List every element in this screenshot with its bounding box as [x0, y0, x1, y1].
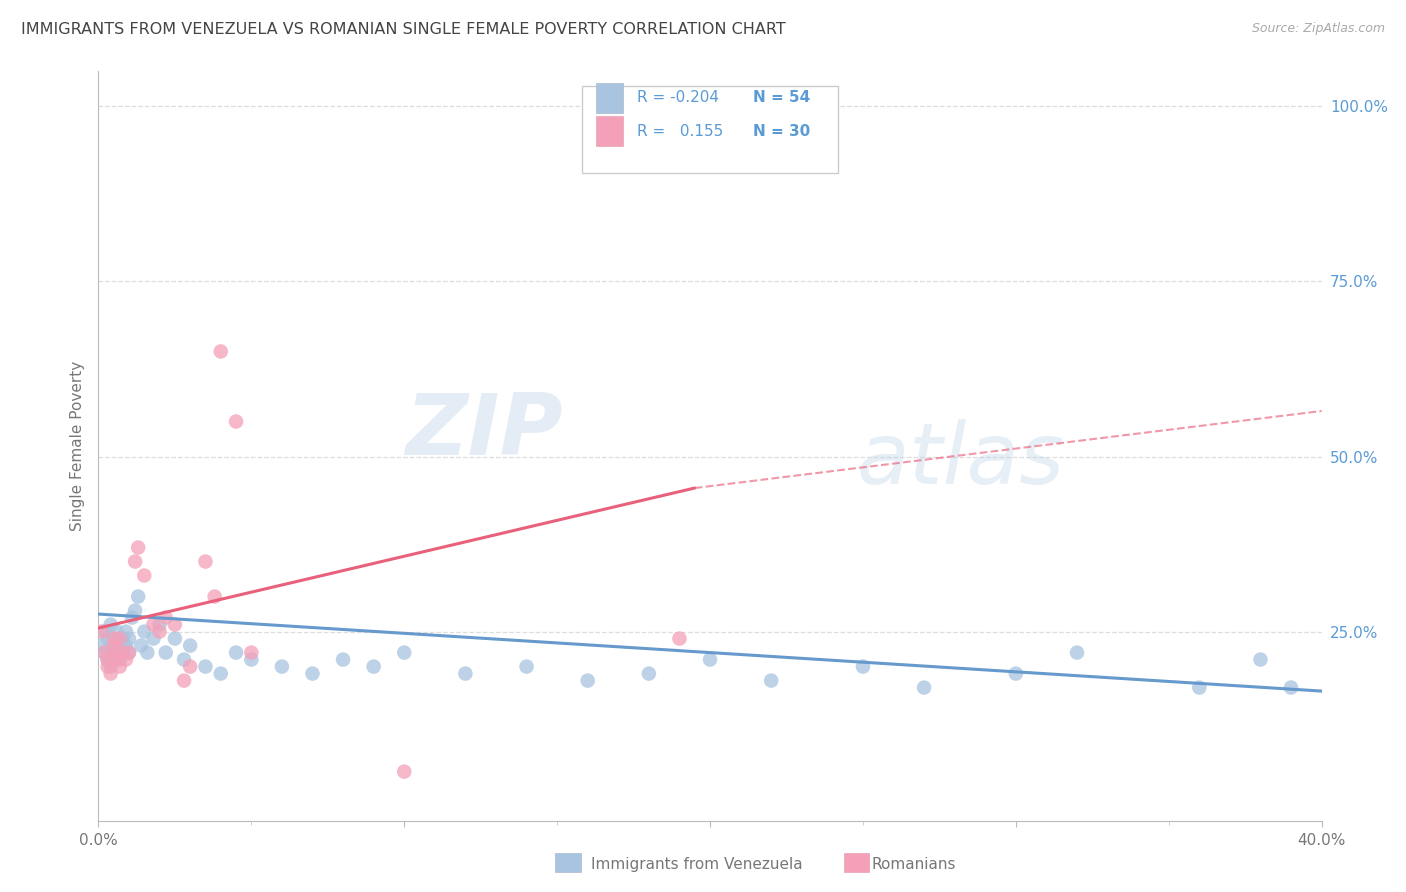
Point	[225, 415, 247, 429]
Point	[852, 659, 875, 673]
Point	[270, 659, 292, 673]
Point	[204, 590, 226, 604]
Point	[111, 646, 134, 660]
Point	[97, 652, 120, 666]
Point	[209, 344, 232, 359]
Point	[97, 659, 120, 673]
Point	[1066, 646, 1088, 660]
Point	[240, 652, 263, 666]
Point	[576, 673, 599, 688]
Point	[118, 646, 141, 660]
Point	[699, 652, 721, 666]
Text: Immigrants from Venezuela: Immigrants from Venezuela	[591, 857, 803, 872]
Point	[149, 617, 172, 632]
Point	[127, 590, 149, 604]
Text: Source: ZipAtlas.com: Source: ZipAtlas.com	[1251, 22, 1385, 36]
Point	[759, 673, 782, 688]
Point	[121, 610, 143, 624]
Point	[134, 568, 156, 582]
Text: ZIP: ZIP	[405, 390, 564, 473]
Point	[97, 652, 120, 666]
Point	[179, 639, 201, 653]
Point	[100, 617, 122, 632]
Point	[118, 646, 141, 660]
Point	[516, 659, 538, 673]
Point	[90, 624, 112, 639]
Point	[142, 617, 165, 632]
Point	[115, 652, 138, 666]
Point	[149, 624, 172, 639]
Point	[93, 646, 115, 660]
Point	[111, 632, 134, 646]
Point	[1249, 652, 1271, 666]
Text: R =   0.155: R = 0.155	[637, 124, 723, 139]
Text: IMMIGRANTS FROM VENEZUELA VS ROMANIAN SINGLE FEMALE POVERTY CORRELATION CHART: IMMIGRANTS FROM VENEZUELA VS ROMANIAN SI…	[21, 22, 786, 37]
Point	[108, 632, 131, 646]
Point	[115, 624, 138, 639]
Point	[124, 555, 146, 569]
Point	[163, 617, 186, 632]
Point	[103, 639, 125, 653]
Point	[173, 652, 195, 666]
Text: Romanians: Romanians	[872, 857, 956, 872]
Point	[103, 632, 125, 646]
Point	[105, 646, 128, 660]
Y-axis label: Single Female Poverty: Single Female Poverty	[70, 361, 86, 531]
Text: N = 30: N = 30	[752, 124, 810, 139]
Point	[668, 632, 690, 646]
Point	[392, 646, 416, 660]
Point	[332, 652, 354, 666]
Text: atlas: atlas	[856, 419, 1064, 502]
Point	[155, 610, 177, 624]
Point	[97, 632, 120, 646]
Point	[1004, 666, 1026, 681]
Point	[129, 639, 152, 653]
Point	[363, 659, 385, 673]
Point	[105, 624, 128, 639]
Point	[194, 555, 217, 569]
Point	[194, 659, 217, 673]
Point	[105, 646, 128, 660]
Point	[115, 639, 138, 653]
Point	[225, 646, 247, 660]
Point	[100, 659, 122, 673]
Point	[1279, 681, 1302, 695]
Point	[912, 681, 935, 695]
Point	[1188, 681, 1211, 695]
Point	[100, 666, 122, 681]
Point	[108, 652, 131, 666]
Point	[93, 624, 115, 639]
Point	[301, 666, 323, 681]
Text: N = 54: N = 54	[752, 90, 810, 105]
Point	[637, 666, 661, 681]
Bar	[596, 83, 623, 112]
Point	[103, 632, 125, 646]
Point	[163, 632, 186, 646]
Point	[118, 632, 141, 646]
Point	[103, 646, 125, 660]
Point	[392, 764, 416, 779]
Point	[240, 646, 263, 660]
Bar	[596, 116, 623, 146]
Point	[93, 646, 115, 660]
Point	[173, 673, 195, 688]
Point	[209, 666, 232, 681]
Point	[111, 646, 134, 660]
Text: R = -0.204: R = -0.204	[637, 90, 718, 105]
Point	[155, 646, 177, 660]
Point	[179, 659, 201, 673]
Point	[454, 666, 477, 681]
Point	[142, 632, 165, 646]
Point	[103, 639, 125, 653]
FancyBboxPatch shape	[582, 87, 838, 172]
Point	[124, 603, 146, 617]
Point	[127, 541, 149, 555]
Point	[108, 659, 131, 673]
Point	[105, 652, 128, 666]
Point	[108, 639, 131, 653]
Point	[136, 646, 159, 660]
Point	[90, 639, 112, 653]
Point	[134, 624, 156, 639]
